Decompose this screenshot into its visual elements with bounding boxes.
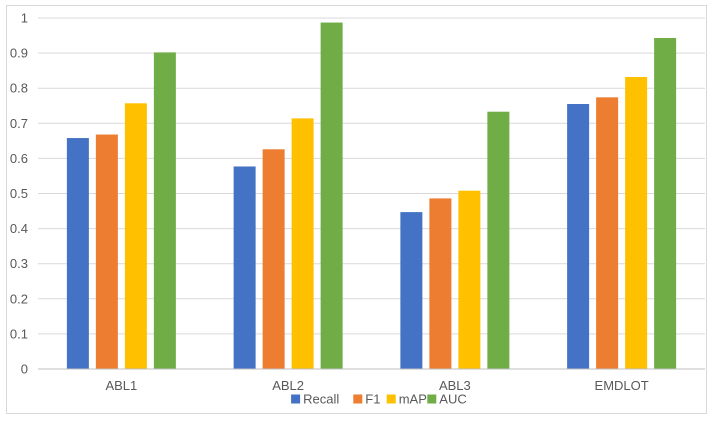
- legend-label-map: mAP: [399, 392, 427, 407]
- bar-auc-abl2: [320, 22, 343, 370]
- bar-f1-abl2: [262, 149, 285, 369]
- legend-swatch-f1: [353, 394, 363, 404]
- y-tick-label: 0: [21, 362, 28, 377]
- bars: [66, 22, 677, 370]
- bar-recall-abl2: [233, 166, 256, 369]
- bar-map-abl2: [291, 118, 314, 369]
- bar-map-abl3: [458, 190, 481, 369]
- y-tick-label: 0.4: [10, 221, 28, 236]
- bar-recall-emdlot: [567, 103, 590, 370]
- x-category-label: ABL2: [272, 378, 304, 393]
- bar-auc-abl1: [153, 52, 176, 369]
- bar-f1-abl1: [95, 134, 118, 369]
- legend-label-f1: F1: [365, 392, 380, 407]
- legend-swatch-map: [386, 394, 396, 404]
- legend-label-auc: AUC: [439, 392, 466, 407]
- bar-recall-abl1: [66, 138, 89, 369]
- y-tick-label: 0.1: [10, 326, 28, 341]
- y-tick-label: 0.6: [10, 151, 28, 166]
- bar-map-abl1: [124, 103, 147, 369]
- legend-swatch-recall: [291, 394, 301, 404]
- axes: 0 0.1 0.2 0.3 0.4 0.5 0.6 0.7 0.8 0.9 1 ABL1 ABL2 ABL…: [10, 11, 705, 393]
- bar-f1-abl3: [429, 198, 452, 369]
- y-tick-label: 0.7: [10, 116, 28, 131]
- gridlines: [38, 17, 705, 335]
- legend: Recall F1 mAP AUC: [291, 392, 467, 407]
- bar-f1-emdlot: [596, 97, 619, 370]
- bar-auc-emdlot: [654, 38, 677, 370]
- y-tick-label: 0.8: [10, 81, 28, 96]
- bar-recall-abl3: [400, 212, 423, 369]
- y-tick-label: 1: [21, 11, 28, 26]
- y-tick-label: 0.3: [10, 256, 28, 271]
- x-category-label: ABL3: [439, 378, 471, 393]
- x-category-label: EMDLOT: [595, 378, 649, 393]
- y-tick-label: 0.2: [10, 291, 28, 306]
- bar-auc-abl3: [487, 111, 510, 369]
- x-category-label: ABL1: [105, 378, 137, 393]
- bar-map-emdlot: [625, 76, 648, 369]
- legend-label-recall: Recall: [303, 392, 339, 407]
- legend-swatch-auc: [427, 394, 437, 404]
- y-tick-label: 0.5: [10, 186, 28, 201]
- y-tick-label: 0.9: [10, 46, 28, 61]
- chart-frame: [6, 5, 707, 414]
